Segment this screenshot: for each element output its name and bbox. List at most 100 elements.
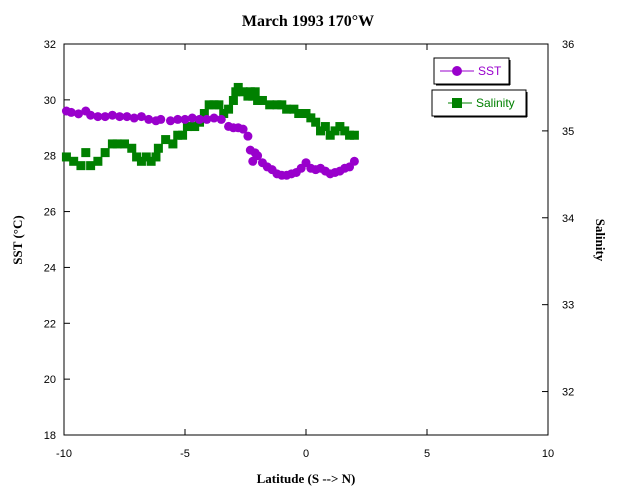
sst-point xyxy=(122,112,132,122)
sst-point xyxy=(216,114,226,124)
y-tick-label: 22 xyxy=(44,318,56,330)
salinity-point xyxy=(168,139,178,149)
sst-point xyxy=(238,124,248,134)
y-tick-label: 20 xyxy=(44,374,56,386)
y2-tick-label: 33 xyxy=(562,300,574,312)
salinity-point xyxy=(340,126,350,136)
salinity-point xyxy=(253,95,263,105)
sst-point xyxy=(129,113,139,123)
legend: SST Salinity xyxy=(431,57,528,118)
sst-point xyxy=(156,114,166,124)
salinity-point xyxy=(294,109,304,119)
salinity-point xyxy=(182,122,192,132)
salinity-point xyxy=(120,139,129,149)
salinity-point xyxy=(141,152,151,162)
sst-point xyxy=(173,114,183,124)
salinity-point xyxy=(61,152,71,162)
x-tick-label: 5 xyxy=(424,448,430,460)
salinity-point xyxy=(199,109,209,119)
legend-label-salinity: Salinity xyxy=(476,96,515,110)
sst-point xyxy=(107,110,117,120)
salinity-point xyxy=(289,104,299,114)
salinity-point xyxy=(151,152,161,162)
x-tick-label: -10 xyxy=(56,448,72,460)
salinity-point xyxy=(224,104,234,114)
salinity-point xyxy=(204,100,214,110)
salinity-point xyxy=(69,156,79,166)
salinity-point xyxy=(127,143,137,153)
legend-box-salinity xyxy=(431,89,527,117)
y-tick-label: 26 xyxy=(44,207,56,219)
legend-marker-salinity xyxy=(452,98,462,108)
sst-point xyxy=(86,110,96,120)
y2-tick-label: 34 xyxy=(562,213,574,225)
salinity-point xyxy=(335,122,345,132)
x-tick-label: 10 xyxy=(542,448,554,460)
salinity-point xyxy=(86,161,96,171)
sst-point xyxy=(144,114,154,124)
y-tick-label: 32 xyxy=(44,39,56,51)
x-axis: -10 -5 0 5 10 xyxy=(56,44,554,460)
salinity-point xyxy=(345,130,355,140)
salinity-point xyxy=(76,161,86,171)
salinity-point xyxy=(209,100,219,110)
salinity-point xyxy=(178,130,188,140)
salinity-point xyxy=(219,109,229,119)
salinity-point xyxy=(81,148,91,158)
sst-point xyxy=(349,156,359,166)
salinity-point xyxy=(93,156,103,166)
salinity-point xyxy=(228,95,238,105)
salinity-point xyxy=(349,130,359,140)
salinity-point xyxy=(272,100,282,110)
salinity-point xyxy=(238,87,248,97)
salinity-point xyxy=(107,139,117,149)
salinity-point xyxy=(257,95,267,105)
salinity-point xyxy=(277,100,287,110)
legend-item-salinity: Salinity xyxy=(431,89,528,118)
salinity-point xyxy=(100,148,110,158)
salinity-point xyxy=(325,130,335,140)
y-axis-right: 32 33 34 35 36 xyxy=(542,39,574,399)
salinity-point xyxy=(282,104,292,114)
sst-point xyxy=(243,131,253,141)
y-tick-label: 28 xyxy=(44,151,56,163)
series-sst xyxy=(61,106,359,180)
salinity-point xyxy=(214,100,224,110)
x-tick-label: -5 xyxy=(180,448,190,460)
chart-title: March 1993 170°W xyxy=(242,13,374,30)
salinity-point xyxy=(190,122,200,132)
x-axis-label: Latitude (S --> N) xyxy=(257,471,356,486)
y2-axis-label: Salinity xyxy=(593,219,608,262)
salinity-point xyxy=(265,100,275,110)
y2-tick-label: 35 xyxy=(562,126,574,138)
legend-marker-sst xyxy=(452,66,462,76)
salinity-point xyxy=(311,117,321,127)
salinity-point xyxy=(132,152,142,162)
sst-point xyxy=(202,114,212,124)
sst-point xyxy=(115,112,125,122)
sst-point xyxy=(195,114,205,124)
sst-point xyxy=(209,113,219,123)
y-axis-label: SST (°C) xyxy=(10,215,25,264)
salinity-point xyxy=(146,156,156,166)
salinity-point xyxy=(153,143,163,153)
series-layer xyxy=(61,82,359,180)
salinity-point xyxy=(112,139,122,149)
y-tick-label: 18 xyxy=(44,430,56,442)
x-tick-label: 0 xyxy=(303,448,309,460)
salinity-point xyxy=(161,135,171,145)
y-axis-left: 18 20 22 24 26 28 30 32 xyxy=(44,39,70,442)
sst-point xyxy=(93,112,103,122)
salinity-point xyxy=(301,109,311,119)
sst-point xyxy=(180,114,190,124)
sst-point xyxy=(66,107,76,117)
sst-point xyxy=(253,151,263,161)
legend-item-sst: SST xyxy=(433,57,511,86)
sst-point xyxy=(136,112,146,122)
y2-tick-label: 32 xyxy=(562,387,574,399)
legend-label-sst: SST xyxy=(478,64,502,78)
sst-point xyxy=(187,113,197,123)
salinity-point xyxy=(233,82,243,92)
sst-point xyxy=(74,109,84,119)
